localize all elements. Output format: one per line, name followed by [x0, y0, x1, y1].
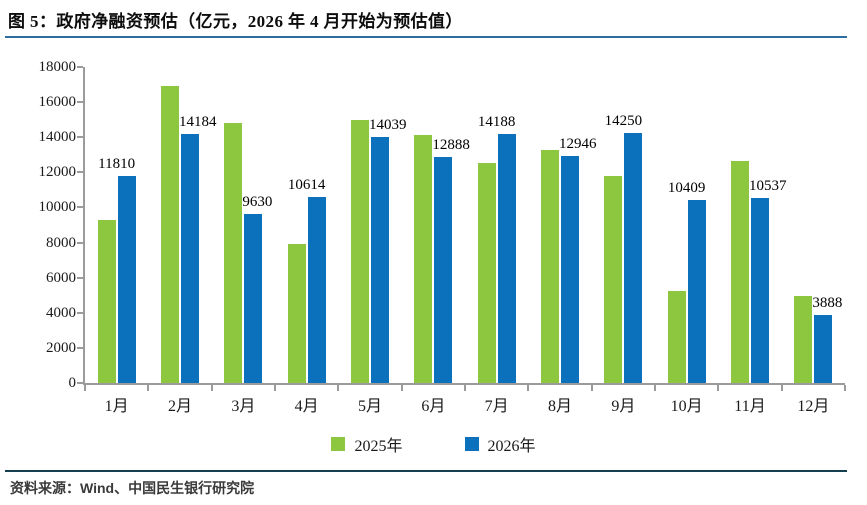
x-axis-label: 5月 [357, 398, 382, 415]
data-label: 10409 [667, 180, 706, 197]
data-label: 14184 [179, 113, 217, 130]
bar-2025 [414, 135, 433, 383]
x-axis-label: 8月 [547, 398, 572, 415]
y-axis-label: 0 [68, 375, 77, 391]
footer-divider [5, 470, 847, 472]
x-axis-tick [717, 385, 720, 391]
x-axis-label: 6月 [421, 398, 446, 415]
legend-item: 2026年 [464, 432, 536, 456]
bar-2025 [604, 175, 623, 383]
chart-legend: 2025年 2026年 [0, 432, 867, 456]
y-axis-tick [77, 311, 83, 314]
x-axis-label: 12月 [797, 398, 830, 415]
bar-2025 [351, 119, 369, 383]
y-axis-line [83, 67, 85, 385]
x-axis-label: 9月 [611, 398, 636, 415]
bar-2026 [561, 155, 579, 383]
bar-2025 [667, 290, 686, 383]
y-axis-tick [77, 171, 83, 174]
bar-2026 [497, 133, 516, 383]
bar-2025 [287, 244, 306, 383]
figure-title: 图 5：政府净融资预估（亿元，2026 年 4 月开始为预估值） [8, 12, 463, 31]
y-axis-tick [77, 136, 83, 139]
y-axis-tick [77, 101, 83, 104]
x-axis-label: 2月 [167, 398, 192, 415]
x-axis-label: 10月 [670, 398, 703, 415]
x-axis-line [83, 383, 845, 385]
y-axis-label: 16000 [38, 94, 77, 111]
data-label: 10614 [287, 176, 326, 193]
data-label: 14250 [604, 112, 643, 129]
bar-2026 [624, 132, 643, 383]
bar-2025 [224, 123, 243, 383]
data-label: 14039 [369, 116, 407, 133]
data-label: 10537 [749, 178, 787, 195]
bar-2025 [794, 296, 813, 383]
bar-2026 [371, 136, 389, 383]
bar-2025 [97, 219, 116, 383]
x-axis-tick [274, 385, 276, 391]
y-axis-label: 10000 [38, 199, 77, 216]
y-axis-tick [77, 382, 83, 384]
x-axis-tick [147, 385, 150, 391]
bar-2026 [181, 133, 199, 383]
title-underline [5, 36, 847, 38]
x-axis-label: 4月 [294, 398, 319, 415]
legend-label: 2026年 [487, 438, 536, 455]
x-axis-label: 3月 [231, 398, 256, 415]
y-axis-tick [77, 346, 83, 349]
bar-2025 [731, 160, 749, 383]
y-axis-tick [77, 276, 83, 279]
x-axis-tick [210, 385, 213, 391]
y-axis-tick [77, 206, 83, 209]
bar-2026 [814, 314, 833, 383]
legend-label: 2025年 [354, 438, 403, 455]
data-label: 12946 [559, 135, 597, 152]
bar-2026 [117, 175, 136, 383]
legend-item: 2025年 [331, 432, 403, 456]
bar-2025 [541, 149, 559, 383]
legend-swatch-icon [464, 437, 479, 451]
bar-2026 [751, 198, 769, 383]
y-axis-tick [77, 241, 83, 244]
data-label: 3888 [812, 294, 843, 311]
x-axis-tick [337, 385, 340, 391]
x-axis-label: 7月 [484, 398, 509, 415]
x-axis-tick [780, 385, 783, 391]
x-axis-tick [464, 385, 466, 391]
x-axis-label: 1月 [104, 398, 129, 415]
x-axis-tick [590, 385, 593, 391]
legend-swatch-icon [331, 437, 346, 451]
bar-2026 [244, 213, 263, 383]
y-axis-label: 12000 [38, 164, 77, 181]
data-label: 11810 [98, 155, 136, 172]
data-label: 12888 [432, 136, 470, 153]
source-note: 资料来源：Wind、中国民生银行研究院 [10, 480, 255, 496]
y-axis-label: 2000 [46, 339, 76, 356]
x-axis-tick [844, 385, 846, 391]
x-axis-tick [527, 385, 530, 391]
y-axis-label: 6000 [46, 269, 76, 286]
bar-2025 [161, 86, 179, 383]
bar-2026 [687, 200, 706, 383]
data-label: 14188 [477, 113, 516, 130]
x-axis-tick [400, 385, 403, 391]
y-axis-label: 8000 [46, 234, 76, 251]
y-axis-label: 4000 [46, 304, 76, 321]
y-axis-tick [77, 66, 83, 68]
grouped-bar-chart: 0 2000 4000 6000 8000 10000 12000 14000 16000 180… [38, 59, 846, 415]
bar-2025 [477, 162, 496, 383]
bar-2026 [434, 156, 453, 383]
y-axis-label: 18000 [38, 59, 77, 75]
y-axis-label: 14000 [38, 129, 77, 146]
data-label: 9630 [242, 193, 273, 210]
x-axis-label: 11月 [734, 398, 766, 415]
x-axis-tick [84, 385, 86, 391]
x-axis-tick [654, 385, 656, 391]
bar-2026 [307, 196, 326, 383]
